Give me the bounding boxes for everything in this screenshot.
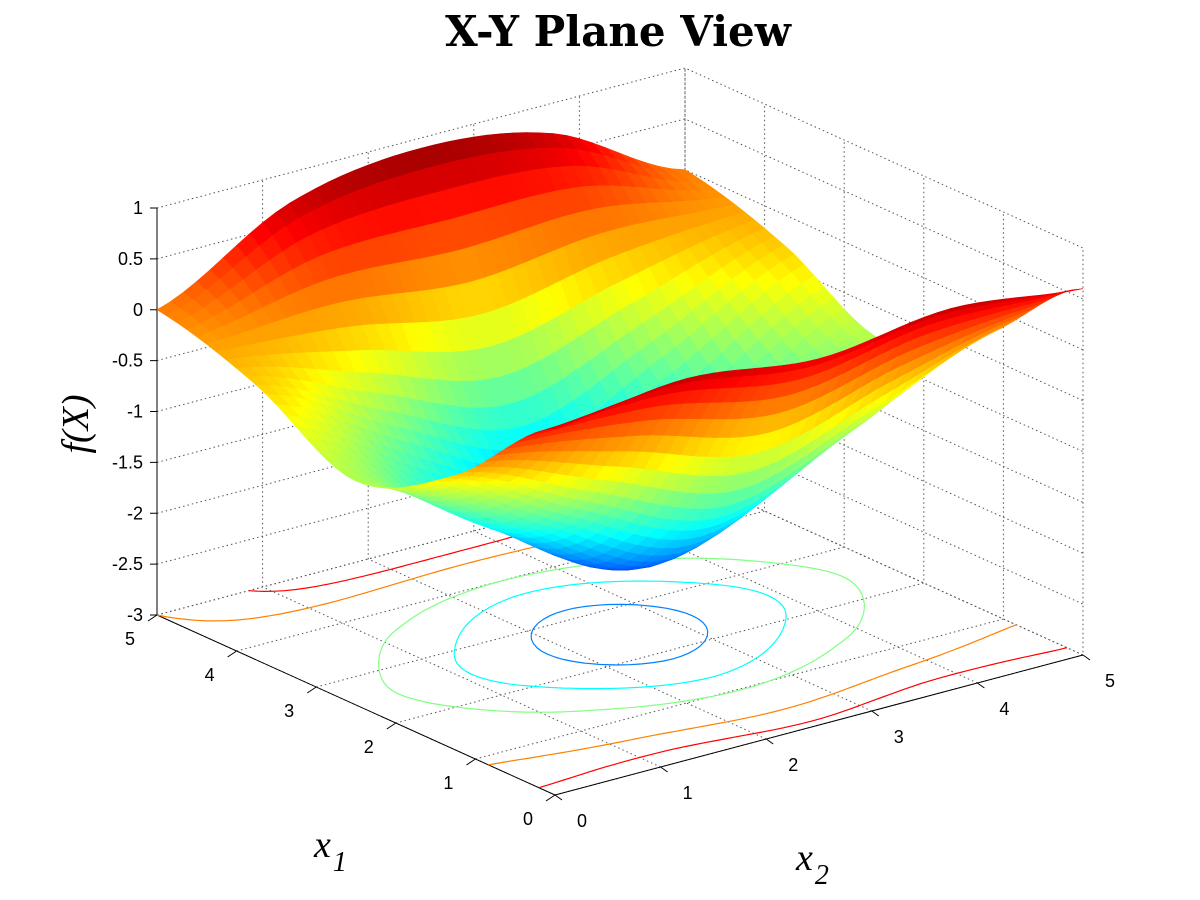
x2-gridline bbox=[367, 152, 767, 740]
surface-patch bbox=[544, 423, 569, 431]
z-axis-label: f(X) bbox=[55, 394, 97, 453]
x2-tick-label: 2 bbox=[788, 755, 798, 775]
x1-tick bbox=[306, 686, 317, 694]
x2-tick-label: 4 bbox=[999, 699, 1009, 719]
z-gridline bbox=[156, 270, 1084, 452]
x1-tick bbox=[147, 614, 158, 622]
z-tick-label: 1 bbox=[133, 198, 143, 218]
z-tick-label: 0.5 bbox=[118, 249, 143, 269]
chart-title: X-Y Plane View bbox=[445, 7, 792, 56]
x1-tick-label: 5 bbox=[125, 629, 135, 649]
z-tick-label: 0 bbox=[133, 300, 143, 320]
z-gridline bbox=[156, 474, 1084, 656]
z-gridline bbox=[156, 67, 1084, 249]
tick-labels: 1 0.5 0 -0.5 -1 -1.5 -2 -2.5 -3 0 1 2 3 4 5 0 1 2 3 4 5 bbox=[112, 198, 1115, 831]
x2-gridline bbox=[473, 124, 873, 712]
x1-tick bbox=[545, 794, 556, 802]
x2-tick-label: 3 bbox=[894, 727, 904, 747]
x2-tick bbox=[765, 738, 774, 745]
z-gridline bbox=[156, 321, 1084, 503]
contour-line bbox=[530, 603, 709, 666]
z-gridline bbox=[156, 169, 1084, 351]
surface-plot bbox=[156, 132, 1084, 571]
x2-axis-label: x2 bbox=[795, 837, 829, 891]
z-gridline bbox=[156, 372, 1084, 554]
x1-tick-label: 0 bbox=[523, 809, 533, 829]
z-gridline bbox=[156, 118, 1084, 300]
z-tick-label: -1 bbox=[127, 402, 143, 422]
z-tick-label: -2.5 bbox=[112, 554, 143, 574]
x1-tick-label: 3 bbox=[284, 701, 294, 721]
x1-axis-label: x1 bbox=[313, 824, 347, 878]
z-tick-label: -2 bbox=[127, 503, 143, 523]
x2-tick bbox=[1082, 654, 1091, 661]
z-tick-label: -1.5 bbox=[112, 452, 143, 472]
x1-tick bbox=[466, 758, 476, 766]
x2-tick-label: 5 bbox=[1105, 671, 1115, 691]
x2-tick bbox=[977, 682, 985, 689]
z-gridline bbox=[156, 423, 1084, 605]
x1-tick bbox=[227, 650, 237, 658]
x2-tick bbox=[660, 766, 668, 773]
x1-tick-label: 1 bbox=[443, 773, 453, 793]
x1-tick bbox=[386, 722, 397, 730]
contour-line bbox=[453, 580, 787, 690]
x2-tick-label: 0 bbox=[577, 811, 587, 831]
z-tick-label: -3 bbox=[127, 605, 143, 625]
x2-axis-line bbox=[554, 654, 1084, 796]
z-tick-label: -0.5 bbox=[112, 351, 143, 371]
x2-tick bbox=[871, 710, 880, 717]
x2-tick bbox=[554, 794, 563, 801]
x2-tick-label: 1 bbox=[683, 783, 693, 803]
x1-tick-label: 2 bbox=[364, 737, 374, 757]
x1-axis-line bbox=[156, 614, 556, 796]
x1-tick-label: 4 bbox=[205, 665, 215, 685]
